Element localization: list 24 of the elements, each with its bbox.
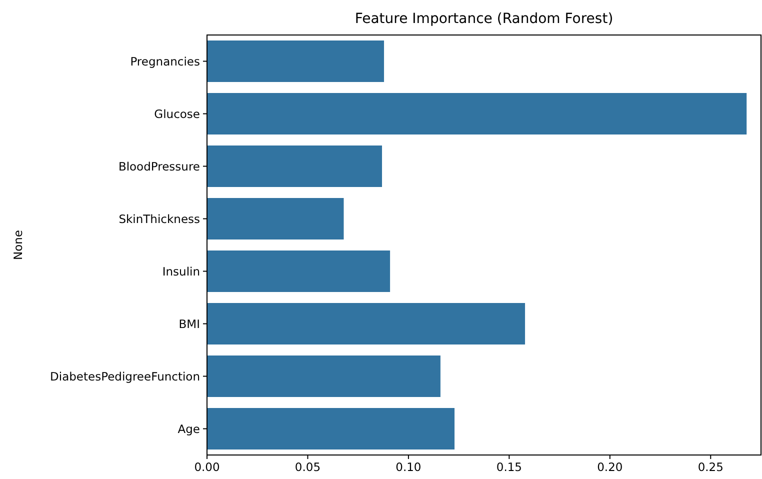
bar: [206, 145, 383, 188]
bar: [206, 408, 456, 450]
bar: [206, 302, 526, 345]
y-tick-label: DiabetesPedigreeFunction: [50, 369, 200, 384]
y-tick-label: Pregnancies: [130, 54, 200, 68]
x-tick-label: 0.05: [294, 460, 321, 474]
bar: [206, 198, 344, 240]
y-tick-label: BloodPressure: [118, 159, 200, 174]
bar: [206, 40, 385, 82]
bar: [206, 250, 391, 292]
y-tick-label: BMI: [178, 316, 200, 331]
y-axis-title: None: [11, 230, 25, 260]
x-tick-label: 0.10: [396, 460, 422, 474]
x-tick-label: 0.00: [194, 460, 220, 474]
y-tick-label: Age: [178, 422, 200, 436]
chart-title: Feature Importance (Random Forest): [354, 11, 614, 27]
y-tick-label: Glucose: [154, 106, 200, 121]
bar: [206, 92, 748, 135]
x-tick-label: 0.25: [698, 460, 724, 474]
x-tick-label: 0.20: [597, 460, 623, 474]
bar: [206, 355, 441, 398]
y-tick-label: SkinThickness: [118, 212, 200, 226]
y-tick-label: Insulin: [162, 264, 200, 278]
x-tick-label: 0.15: [496, 460, 522, 474]
